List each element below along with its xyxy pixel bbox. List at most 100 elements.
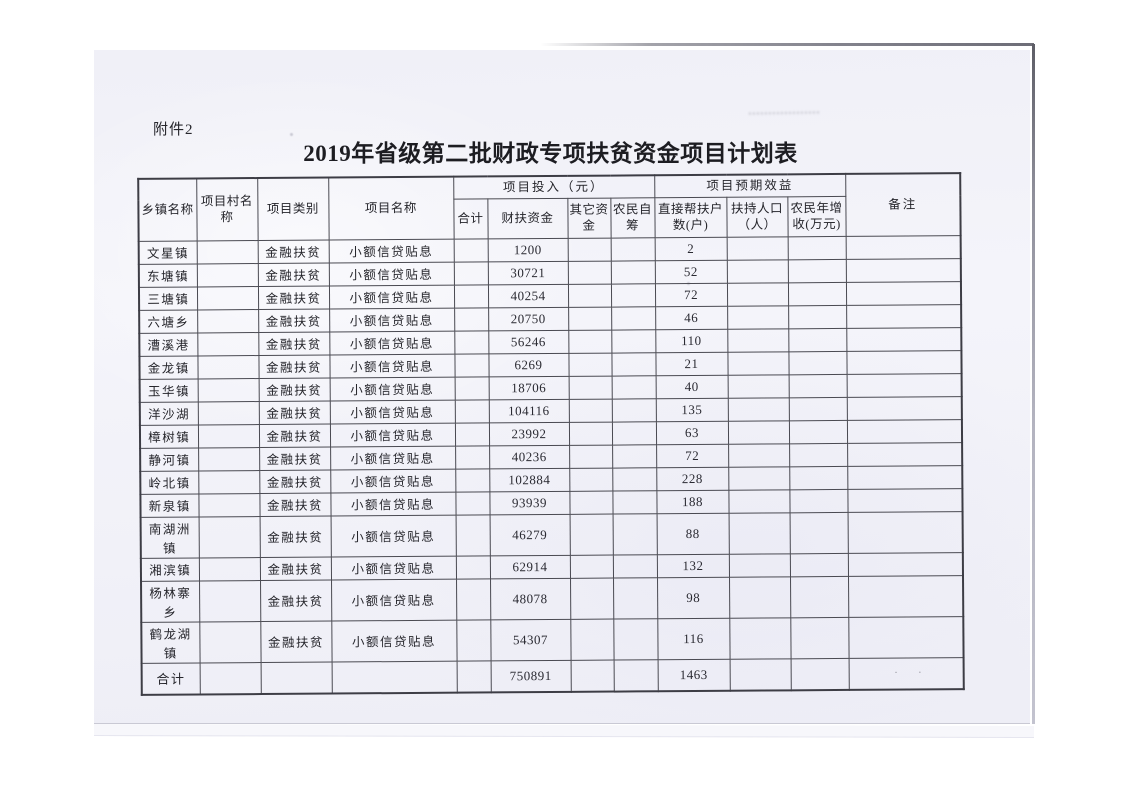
cell-other-fund [569, 513, 613, 555]
group-header-benefit: 项目预期效益 [654, 173, 846, 198]
cell-population [728, 443, 790, 467]
cell-income [790, 575, 849, 618]
cell-households: 110 [655, 328, 728, 353]
cell-fiscal-fund: 20750 [488, 306, 569, 331]
table-row: 杨林寨乡 金融扶贫 小额信贷贴息 48078 98 [141, 575, 964, 622]
cell-remarks [846, 350, 962, 374]
total-sum [456, 660, 491, 693]
cell-population [727, 305, 789, 329]
cell-self-raised [612, 467, 657, 491]
cell-self-raised [612, 513, 657, 555]
cell-project: 小额信贷贴息 [331, 578, 457, 621]
cell-other-fund [567, 283, 612, 307]
cell-remarks [847, 552, 964, 576]
table-body: 文星镇 金融扶贫 小额信贷贴息 1200 2 东塘镇 金融扶贫 小额信贷贴息 3… [138, 235, 964, 663]
cell-income [789, 442, 848, 467]
cell-fiscal-fund: 40254 [487, 283, 569, 308]
cell-total [453, 284, 489, 308]
col-header-income: 农民年增 收(万元) [787, 195, 846, 237]
cell-self-raised [612, 444, 657, 468]
cell-population [726, 236, 788, 260]
total-remarks-marks: · · [848, 657, 964, 690]
cell-income [789, 552, 849, 577]
total-project [331, 660, 457, 694]
cell-township: 湘滨镇 [140, 557, 200, 581]
cell-project: 小额信贷贴息 [329, 353, 455, 378]
cell-fiscal-fund: 102884 [489, 467, 570, 492]
cell-category: 金融扶贫 [257, 239, 329, 264]
cell-other-fund [567, 237, 611, 261]
cell-population [727, 420, 790, 444]
cell-fiscal-fund: 6269 [488, 352, 569, 377]
cell-project: 小额信贷贴息 [329, 376, 455, 401]
cell-self-raised [611, 398, 656, 422]
cell-category: 金融扶贫 [258, 377, 330, 402]
col-header-fiscal-fund: 财扶资金 [487, 197, 568, 239]
total-other-fund [570, 659, 614, 692]
cell-village [199, 580, 261, 622]
cell-remarks [846, 304, 962, 328]
cell-households: 132 [656, 553, 730, 578]
paper-sheet: 附件2 2019年省级第二批财政专项扶贫资金项目计划表 乡镇名称 项目村名 称 … [94, 50, 1030, 724]
cell-total [454, 376, 489, 400]
cell-project: 小额信贷贴息 [328, 284, 455, 309]
cell-population [728, 466, 790, 490]
cell-village [196, 263, 258, 287]
cell-income [788, 327, 847, 352]
cell-self-raised [613, 618, 658, 660]
cell-village [197, 355, 259, 379]
cell-remarks [846, 396, 962, 420]
cell-township: 东塘镇 [138, 263, 197, 287]
cell-remarks [848, 616, 964, 658]
cell-township: 樟树镇 [139, 424, 199, 448]
cell-households: 72 [654, 282, 728, 307]
cell-project: 小额信贷贴息 [329, 399, 455, 424]
plan-table-wrapper: 乡镇名称 项目村名 称 项目类别 项目名称 项目投入（元） 项目预期效益 备注 … [137, 172, 965, 696]
cell-total [454, 353, 489, 377]
cell-income [788, 419, 848, 444]
cell-other-fund [567, 260, 611, 284]
cell-category: 金融扶贫 [257, 285, 330, 310]
scan-edge-bottom [93, 724, 1035, 738]
cell-township: 金龙镇 [139, 355, 198, 379]
cell-village [198, 447, 260, 471]
col-header-category: 项目类别 [257, 177, 329, 241]
cell-income [787, 258, 846, 283]
cell-households: 116 [657, 617, 730, 660]
cell-total [455, 514, 490, 556]
cell-township: 南湖洲镇 [140, 516, 199, 558]
cell-township: 漕溪港 [139, 332, 198, 356]
cell-households: 40 [655, 374, 728, 399]
total-households: 1463 [657, 658, 730, 692]
cell-population [726, 259, 788, 283]
cell-category: 金融扶贫 [260, 579, 332, 622]
col-header-other-fund: 其它资 金 [567, 197, 611, 238]
cell-total [456, 578, 491, 620]
cell-self-raised [610, 283, 656, 307]
cell-income [789, 511, 848, 554]
cell-population [728, 553, 791, 577]
page-title: 2019年省级第二批财政专项扶贫资金项目计划表 [303, 141, 798, 166]
cell-village [197, 332, 259, 356]
cell-self-raised [613, 577, 658, 619]
total-income [790, 657, 849, 691]
cell-households: 228 [656, 466, 729, 491]
cell-project: 小额信贷贴息 [330, 491, 456, 516]
cell-population [728, 489, 790, 513]
cell-village [198, 493, 260, 517]
cell-township: 文星镇 [138, 240, 197, 264]
cell-self-raised [611, 421, 657, 445]
cell-village [196, 286, 259, 310]
cell-fiscal-fund: 1200 [487, 237, 568, 262]
table-row: 鹤龙湖镇 金融扶贫 小额信贷贴息 54307 116 [141, 616, 964, 663]
col-header-total: 合计 [453, 198, 488, 239]
plan-table: 乡镇名称 项目村名 称 项目类别 项目名称 项目投入（元） 项目预期效益 备注 … [137, 172, 965, 696]
cell-total [455, 491, 490, 515]
cell-remarks [846, 373, 962, 397]
cell-remarks [847, 465, 963, 489]
cell-category: 金融扶贫 [260, 620, 332, 663]
total-village [199, 662, 261, 695]
cell-category: 金融扶贫 [259, 556, 332, 581]
cell-township: 鹤龙湖镇 [141, 621, 200, 663]
